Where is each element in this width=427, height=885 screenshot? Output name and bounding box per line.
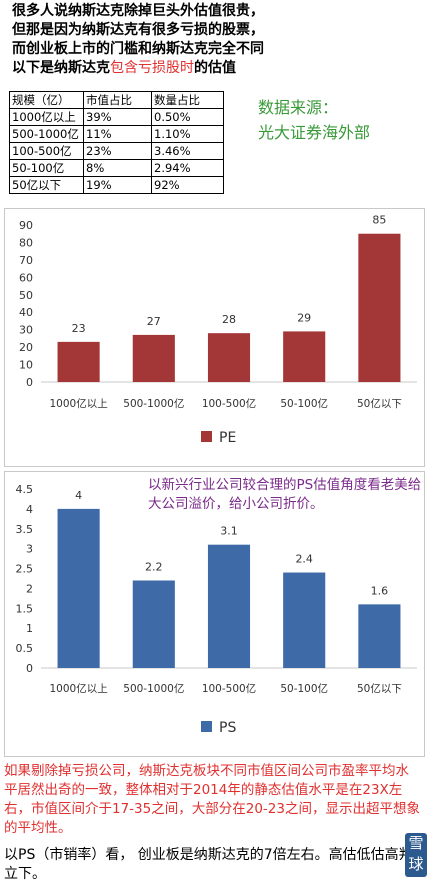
bar bbox=[283, 572, 326, 668]
x-tick-label: 100-500亿 bbox=[202, 682, 256, 695]
table-cell: 39% bbox=[83, 108, 152, 126]
y-tick-label: 0 bbox=[26, 662, 33, 675]
x-tick-label: 500-1000亿 bbox=[123, 682, 184, 695]
data-label: 28 bbox=[222, 313, 236, 326]
y-tick-label: 1 bbox=[26, 622, 33, 635]
data-source-label: 数据来源： bbox=[258, 98, 339, 117]
xueqiu-logo: 雪球 bbox=[405, 833, 427, 877]
data-label: 4 bbox=[75, 489, 82, 502]
x-tick-label: 500-1000亿 bbox=[123, 397, 184, 410]
y-tick-label: 10 bbox=[19, 359, 33, 372]
x-tick-label: 50亿以下 bbox=[357, 397, 402, 410]
y-tick-label: 30 bbox=[19, 324, 33, 337]
analysis-paragraph: 如果剔除掉亏损公司，纳斯达克板块不同市值区间公司市盈率平均水平居然出奇的一致，整… bbox=[4, 763, 420, 836]
x-tick-label: 50亿以下 bbox=[357, 682, 402, 695]
table-cell: 1.10% bbox=[151, 125, 224, 143]
x-tick-label: 1000亿以上 bbox=[49, 397, 107, 410]
y-tick-label: 70 bbox=[19, 254, 33, 267]
table-header-row: 规模（亿） 市值占比 数量占比 bbox=[9, 91, 224, 109]
y-tick-label: 0.5 bbox=[16, 642, 34, 655]
y-tick-label: 1.5 bbox=[16, 602, 34, 615]
table-cell: 50亿以下 bbox=[9, 176, 84, 194]
intro-line-4: 以下是纳斯达克包含亏损股时的估值 bbox=[12, 59, 422, 78]
y-tick-label: 80 bbox=[19, 236, 33, 249]
data-label: 29 bbox=[297, 311, 311, 324]
y-tick-label: 40 bbox=[19, 306, 33, 319]
bar bbox=[358, 233, 401, 382]
data-label: 85 bbox=[372, 214, 386, 227]
bar bbox=[207, 333, 251, 382]
table-header-cell: 市值占比 bbox=[83, 91, 152, 109]
table-cell: 500-1000亿 bbox=[9, 125, 84, 143]
pe-bar-chart: 0 10 20 30 40 50 60 70 80 90 23 1000亿以上 27 500-1000亿 2… bbox=[19, 214, 417, 446]
x-tick-label: 100-500亿 bbox=[202, 397, 256, 410]
y-tick-label: 4.5 bbox=[16, 483, 34, 496]
table-cell: 8% bbox=[83, 159, 152, 177]
x-tick-label: 50-100亿 bbox=[280, 682, 328, 695]
table-cell: 100-500亿 bbox=[9, 142, 84, 160]
intro-line-4-a: 以下是纳斯达克 bbox=[12, 60, 110, 76]
y-tick-label: 0 bbox=[26, 376, 33, 389]
intro-text: 很多人说纳斯达克除掉巨头外估值很贵， 但那是因为纳斯达克有很多亏损的股票， 而创… bbox=[12, 2, 422, 78]
data-label: 23 bbox=[72, 322, 86, 335]
data-label: 2.4 bbox=[295, 553, 313, 566]
table-header-cell: 规模（亿） bbox=[9, 91, 84, 109]
data-label: 27 bbox=[147, 315, 161, 328]
table-cell: 3.46% bbox=[151, 142, 224, 160]
x-tick-label: 1000亿以上 bbox=[49, 682, 107, 695]
bar bbox=[57, 508, 100, 668]
table-row: 50-100亿 8% 2.94% bbox=[9, 159, 224, 177]
y-tick-label: 2 bbox=[26, 582, 33, 595]
table-row: 500-1000亿 11% 1.10% bbox=[9, 125, 224, 143]
table-cell: 2.94% bbox=[151, 159, 224, 177]
legend-label: PE bbox=[219, 430, 236, 446]
data-label: 3.1 bbox=[220, 525, 238, 538]
bar bbox=[358, 604, 401, 668]
y-tick-label: 4 bbox=[26, 503, 33, 516]
data-label: 1.6 bbox=[371, 584, 389, 597]
y-tick-label: 3 bbox=[26, 543, 33, 556]
data-source-name: 光大证券海外部 bbox=[258, 123, 371, 142]
bar bbox=[57, 341, 100, 382]
x-tick-label: 50-100亿 bbox=[280, 397, 328, 410]
y-tick-label: 3.5 bbox=[16, 523, 34, 536]
table-cell: 23% bbox=[83, 142, 152, 160]
y-tick-label: 60 bbox=[19, 271, 33, 284]
ps-bar-chart: 0 0.5 1 1.5 2 2.5 3 3.5 4 4.5 4 1000亿以上 2.2 500-1000亿… bbox=[16, 483, 417, 736]
y-tick-label: 2.5 bbox=[16, 563, 34, 576]
data-source: 数据来源： 光大证券海外部 bbox=[258, 95, 370, 145]
chart-annotation: 以新兴行业公司较合理的PS估值角度看老美给大公司溢价，给小公司折价。 bbox=[148, 477, 422, 512]
table-cell: 92% bbox=[151, 176, 224, 194]
bar bbox=[132, 334, 175, 382]
table-row: 1000亿以上 39% 0.50% bbox=[9, 108, 224, 126]
bar bbox=[283, 331, 326, 382]
intro-line-3: 而创业板上市的门槛和纳斯达克完全不同 bbox=[12, 41, 264, 57]
scale-table: 规模（亿） 市值占比 数量占比 1000亿以上 39% 0.50% 500-10… bbox=[9, 91, 224, 194]
table-row: 100-500亿 23% 3.46% bbox=[9, 142, 224, 160]
table-cell: 1000亿以上 bbox=[9, 108, 84, 126]
pe-chart-panel: 0 10 20 30 40 50 60 70 80 90 23 1000亿以上 27 500-1000亿 2… bbox=[4, 208, 425, 467]
data-label: 2.2 bbox=[145, 560, 163, 573]
intro-line-1: 很多人说纳斯达克除掉巨头外估值很贵， bbox=[12, 3, 264, 19]
table-cell: 11% bbox=[83, 125, 152, 143]
ps-chart-panel: 0 0.5 1 1.5 2 2.5 3 3.5 4 4.5 4 1000亿以上 2.2 500-1000亿… bbox=[4, 471, 425, 757]
conclusion-paragraph: 以PS（市销率）看， 创业板是纳斯达克的7倍左右。高估低估高判立下。 bbox=[4, 847, 413, 882]
legend-label: PS bbox=[219, 720, 236, 736]
intro-line-2: 但那是因为纳斯达克有很多亏损的股票， bbox=[12, 22, 264, 38]
legend-swatch bbox=[201, 721, 212, 732]
bar bbox=[132, 580, 175, 668]
table-cell: 0.50% bbox=[151, 108, 224, 126]
table-row: 50亿以下 19% 92% bbox=[9, 176, 224, 194]
y-tick-label: 90 bbox=[19, 219, 33, 232]
bar bbox=[207, 544, 251, 668]
table-cell: 50-100亿 bbox=[9, 159, 84, 177]
table-cell: 19% bbox=[83, 176, 152, 194]
intro-line-4-c: 的估值 bbox=[194, 60, 236, 76]
table-header-cell: 数量占比 bbox=[151, 91, 224, 109]
intro-line-4-highlight: 包含亏损股时 bbox=[110, 60, 194, 76]
y-tick-label: 20 bbox=[19, 341, 33, 354]
legend-swatch bbox=[201, 431, 212, 442]
y-tick-label: 50 bbox=[19, 289, 33, 302]
